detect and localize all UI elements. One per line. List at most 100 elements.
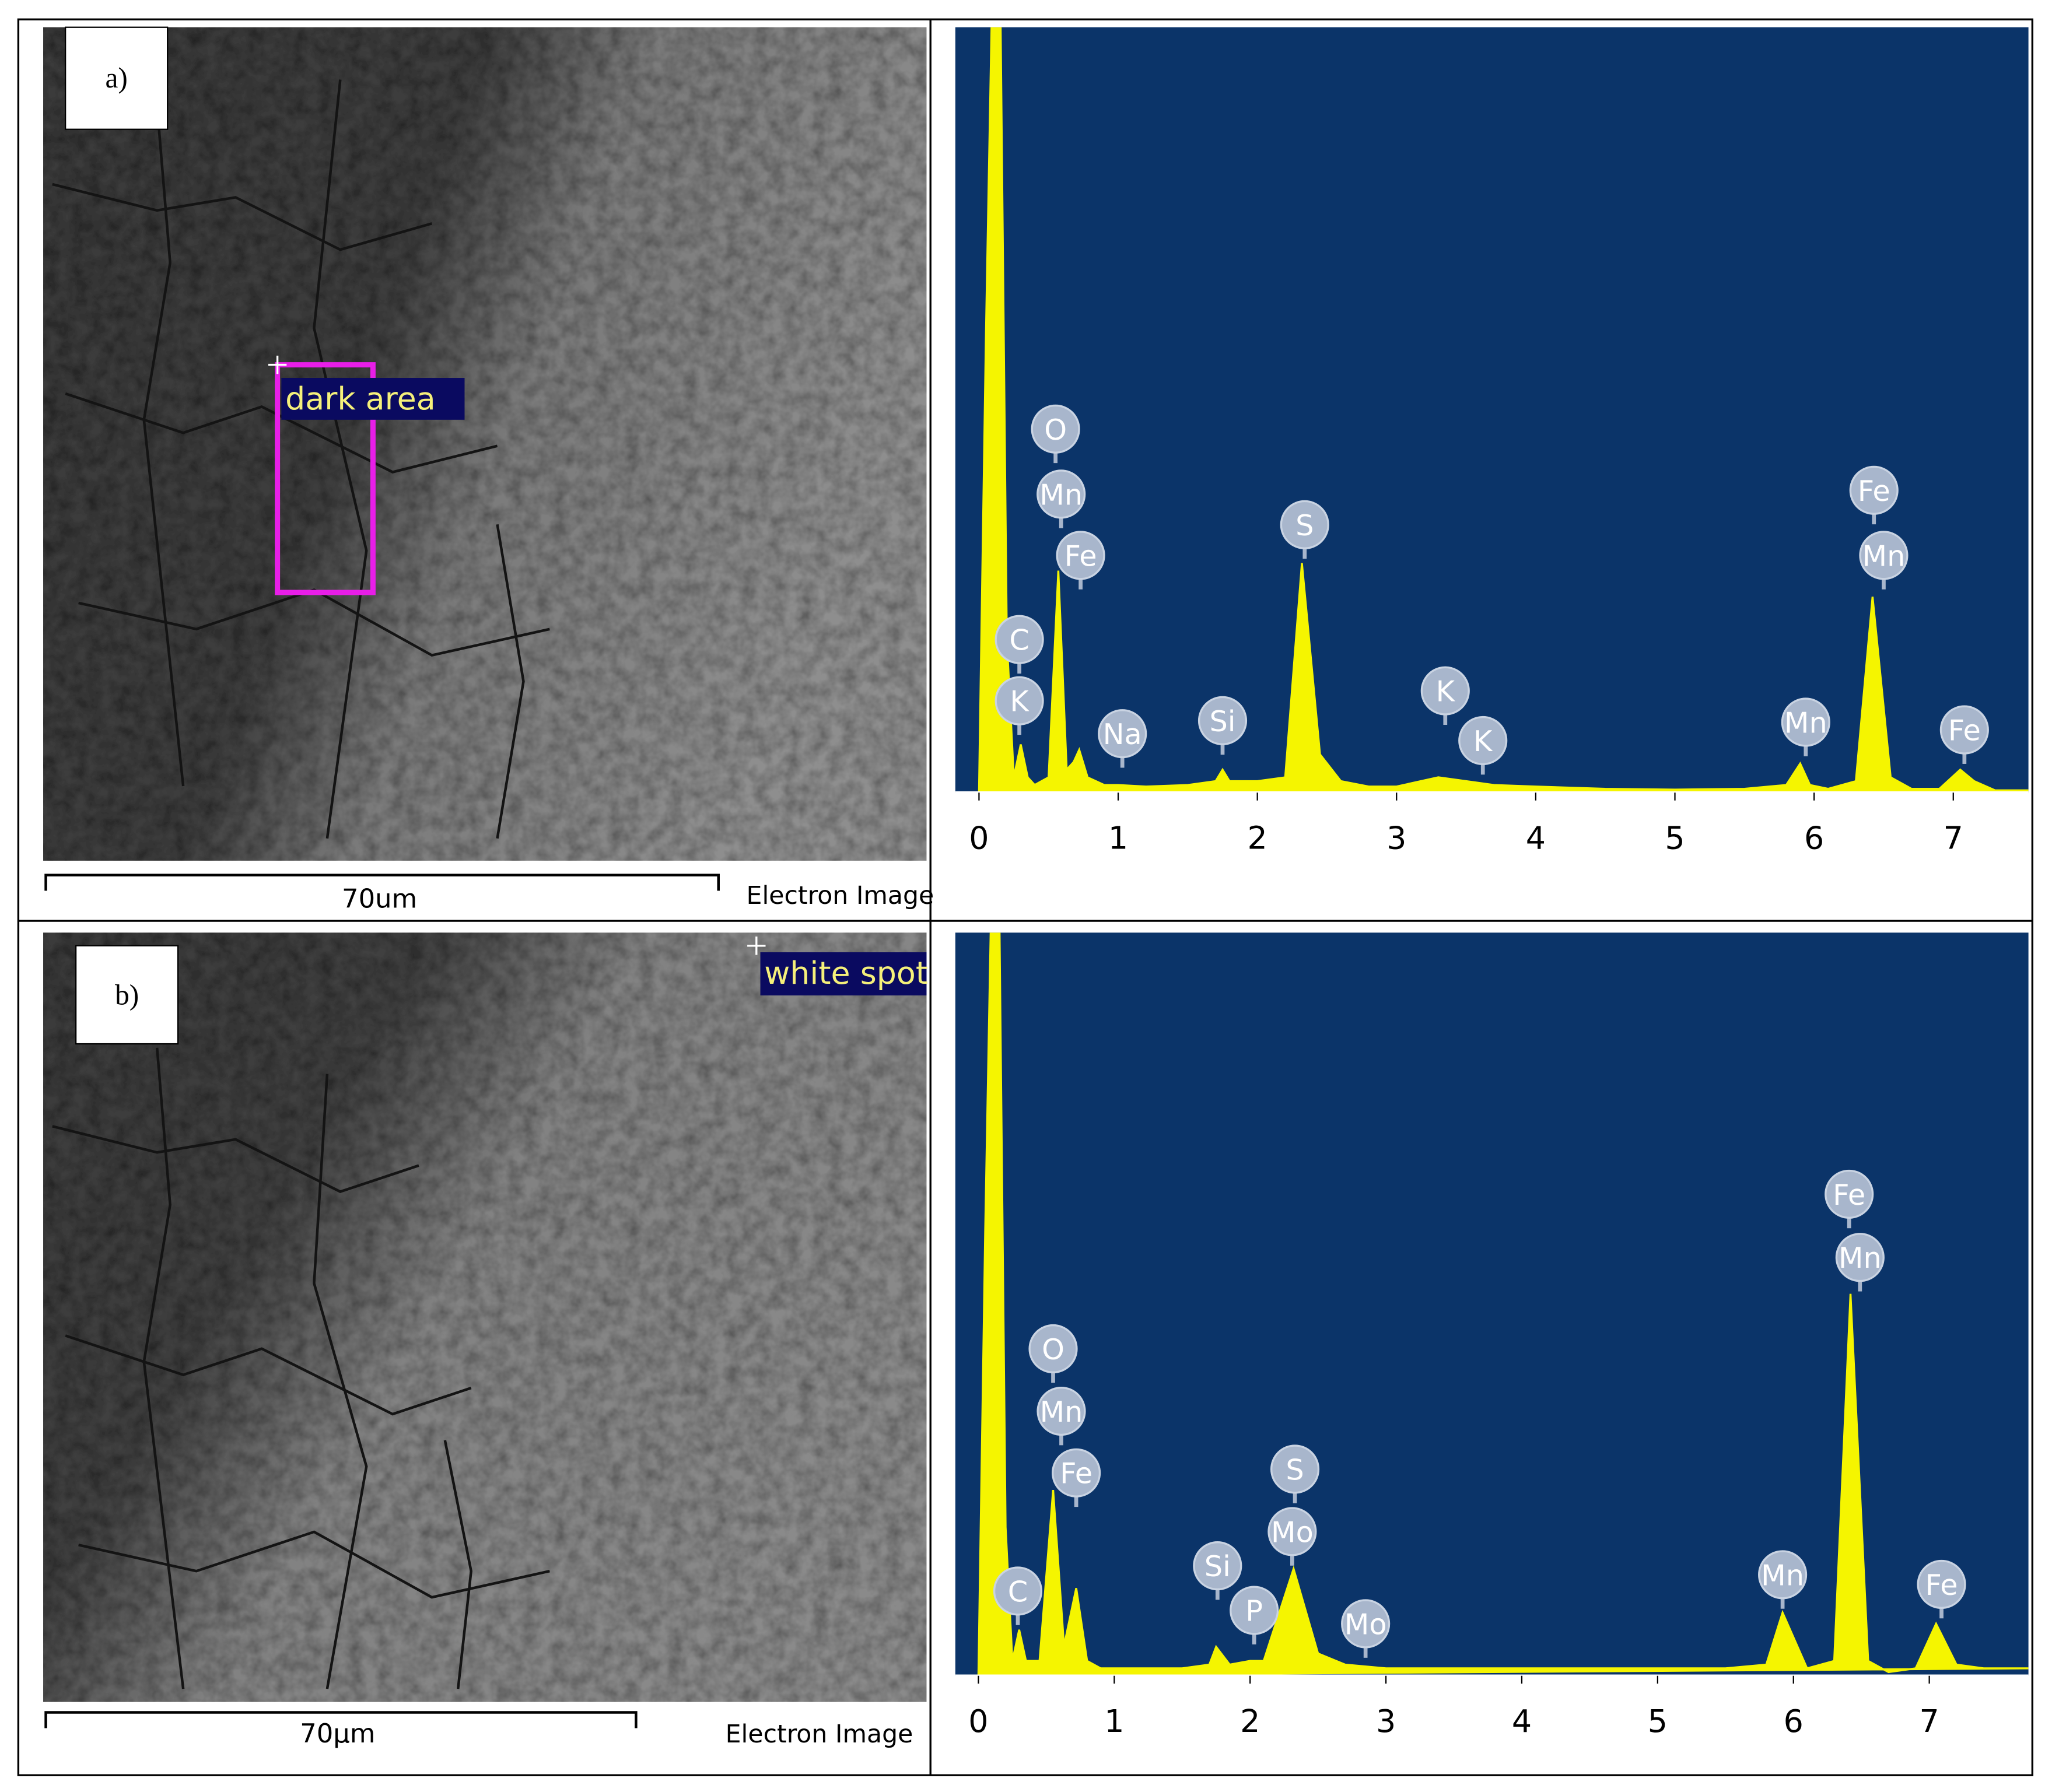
x-tick-label: 0 xyxy=(968,1703,988,1740)
element-label: K xyxy=(1436,675,1456,709)
marker-bubble xyxy=(1781,697,1830,747)
panel-label-box xyxy=(75,945,179,1045)
element-label: O xyxy=(1044,413,1067,447)
element-marker: Fe xyxy=(1917,1559,1966,1619)
element-marker: S xyxy=(1270,1444,1320,1503)
element-label: Mn xyxy=(1784,706,1827,739)
x-tick-label: 1 xyxy=(1104,1703,1124,1740)
marker-bubble xyxy=(1835,1233,1885,1282)
x-tick-label: 5 xyxy=(1648,1703,1668,1740)
element-label: S xyxy=(1295,509,1314,542)
element-marker: S xyxy=(1280,500,1329,559)
panel-label: a) xyxy=(106,62,128,94)
element-marker: K xyxy=(1458,716,1508,775)
plot-area xyxy=(955,27,2029,793)
x-tick-label: 7 xyxy=(1919,1703,1939,1740)
element-label: Fe xyxy=(1833,1178,1865,1212)
x-tick-label: 2 xyxy=(1240,1703,1260,1740)
element-label: C xyxy=(1009,623,1029,657)
element-marker: Fe xyxy=(1939,705,1989,764)
sem-image xyxy=(43,932,927,1702)
element-label: S xyxy=(1286,1453,1304,1486)
marker-bubble xyxy=(1825,1169,1874,1219)
marker-bubble xyxy=(1230,1586,1279,1635)
spectrum xyxy=(955,932,2029,1676)
cracks xyxy=(52,1047,550,1689)
marker-bubble xyxy=(995,676,1044,725)
element-label: P xyxy=(1245,1594,1263,1628)
element-label: Si xyxy=(1204,1549,1231,1583)
element-marker: Fe xyxy=(1052,1448,1101,1507)
marker-bubble xyxy=(1098,709,1147,759)
image-caption: Electron Image xyxy=(726,1720,913,1749)
element-label: O xyxy=(1042,1332,1064,1366)
element-marker: Mn xyxy=(1758,1550,1808,1609)
marker-bubble xyxy=(1859,531,1909,580)
marker-bubble xyxy=(1036,1386,1086,1436)
scale-bar xyxy=(44,1711,638,1728)
element-label: Mn xyxy=(1039,478,1083,511)
element-label: Fe xyxy=(1925,1568,1958,1602)
x-tick-label: 7 xyxy=(1944,820,1963,857)
element-marker: C xyxy=(995,615,1044,674)
region-box xyxy=(275,362,376,595)
marker-bubble xyxy=(1270,1444,1320,1494)
plot-background xyxy=(955,932,2029,1676)
x-tick-label: 4 xyxy=(1526,820,1546,857)
element-marker: Si xyxy=(1197,696,1248,755)
element-marker: O xyxy=(1031,404,1080,464)
element-label: Fe xyxy=(1948,714,1981,748)
element-marker: C xyxy=(993,1566,1043,1625)
element-label: Fe xyxy=(1060,1457,1092,1491)
region-label-box xyxy=(760,952,927,996)
element-marker: Na xyxy=(1098,709,1147,768)
plot-area xyxy=(955,932,2029,1676)
element-label: K xyxy=(1010,685,1029,718)
element-marker: Mn xyxy=(1835,1233,1885,1292)
element-marker: Mn xyxy=(1859,531,1909,590)
x-tick-label: 5 xyxy=(1665,820,1685,857)
marker-bubble xyxy=(995,615,1044,664)
marker-bubble xyxy=(1341,1599,1391,1649)
scale-bar-label: 70um xyxy=(342,883,417,914)
marker-bubble xyxy=(1939,705,1989,755)
x-tick-label: 6 xyxy=(1784,1703,1804,1740)
element-marker: Mo xyxy=(1267,1507,1317,1566)
element-label: K xyxy=(1473,724,1493,758)
spectrum xyxy=(955,27,2029,793)
region-label: dark area xyxy=(285,380,436,417)
element-marker: Mo xyxy=(1341,1599,1391,1658)
scale-bar xyxy=(44,874,720,891)
marker-bubble xyxy=(1458,716,1508,766)
element-marker: Fe xyxy=(1825,1169,1874,1229)
scale-bar-label: 70µm xyxy=(300,1718,375,1749)
element-marker: Fe xyxy=(1056,531,1105,590)
marker-bubble xyxy=(1280,500,1329,549)
element-label: Na xyxy=(1103,717,1142,751)
element-marker: Si xyxy=(1193,1541,1242,1600)
element-label: Fe xyxy=(1064,539,1097,573)
element-label: Fe xyxy=(1858,474,1890,508)
region-label-box xyxy=(281,378,465,420)
marker-bubble xyxy=(1052,1448,1101,1498)
element-label: Mo xyxy=(1344,1607,1387,1641)
element-marker: O xyxy=(1028,1324,1078,1383)
element-marker: Fe xyxy=(1849,465,1899,525)
x-tick-label: 3 xyxy=(1376,1703,1396,1740)
element-marker: Mn xyxy=(1036,1386,1086,1446)
image-caption: Electron Image xyxy=(747,881,934,910)
marker-bubble xyxy=(1420,666,1470,716)
marker-bubble xyxy=(1036,469,1086,519)
marker-bubble xyxy=(1193,1541,1242,1591)
element-marker: K xyxy=(1420,666,1470,725)
marker-bubble xyxy=(1917,1559,1966,1609)
panel-label: b) xyxy=(115,979,139,1011)
marker-bubble xyxy=(1031,404,1080,454)
element-label: Si xyxy=(1209,704,1235,738)
marker-bubble xyxy=(1758,1550,1808,1600)
element-label: Mn xyxy=(1761,1558,1804,1592)
x-tick-label: 3 xyxy=(1386,820,1406,857)
marker-bubble xyxy=(1267,1507,1317,1556)
